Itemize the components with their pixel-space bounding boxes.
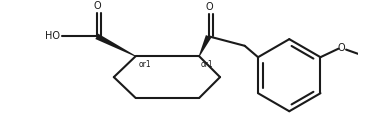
Polygon shape [95, 34, 136, 57]
Text: or1: or1 [138, 60, 151, 69]
Text: O: O [337, 43, 345, 53]
Text: HO: HO [45, 31, 60, 41]
Text: or1: or1 [201, 60, 214, 69]
Polygon shape [199, 35, 211, 56]
Text: O: O [206, 2, 213, 12]
Text: O: O [94, 1, 102, 11]
